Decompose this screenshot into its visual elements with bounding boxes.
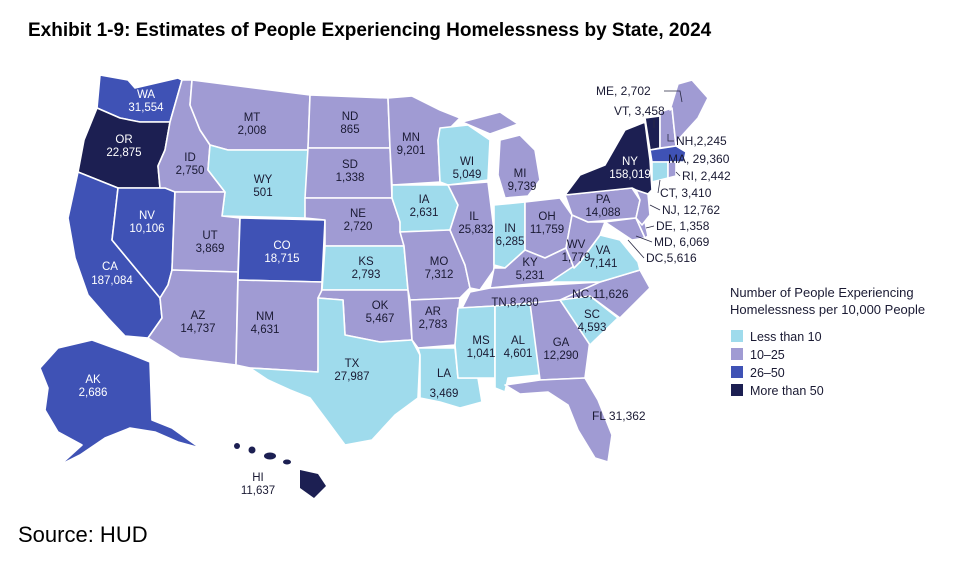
label-AR: AR 2,783	[419, 306, 448, 331]
label-WV: WV 1,779	[562, 239, 591, 264]
callout-DE: DE, 1,358	[656, 219, 710, 233]
callout-MD: MD, 6,069	[654, 235, 710, 249]
label-WY: WY 501	[253, 174, 272, 199]
state-NJ	[635, 189, 651, 226]
legend-label: More than 50	[750, 384, 824, 398]
legend-swatch	[731, 348, 743, 360]
legend-label: Less than 10	[750, 330, 822, 344]
label-WA: WA 31,554	[128, 89, 164, 114]
label-GA: GA 12,290	[543, 337, 578, 362]
state-AR	[409, 297, 461, 349]
label-CO: CO 18,715	[264, 240, 299, 265]
label-MS: MS 1,041	[467, 335, 496, 360]
legend-swatch	[731, 384, 743, 396]
label-MN: MN 9,201	[397, 132, 426, 157]
legend-label: 10–25	[750, 348, 785, 362]
label-IN: IN 6,285	[496, 223, 525, 248]
label-IA: IA 2,631	[410, 194, 439, 219]
label-AK: AK 2,686	[79, 374, 108, 399]
leader-CT	[657, 179, 661, 194]
state-KS	[321, 245, 409, 291]
state-AK	[39, 339, 201, 466]
label-KS: KS 2,793	[352, 256, 381, 281]
callout-RI: RI, 2,442	[682, 169, 731, 183]
label-AL: AL 4,601	[504, 335, 533, 360]
callout-VT: VT, 3,458	[614, 104, 665, 118]
leader-NJ	[649, 204, 661, 211]
label-OR: OR 22,875	[106, 134, 141, 159]
label-FL: FL 31,362	[592, 409, 646, 423]
label-MO: MO 7,312	[425, 256, 454, 281]
label-OK: OK 5,467	[366, 300, 395, 325]
legend-title-line2: Homelessness per 10,000 People	[730, 302, 925, 317]
legend-item-less-than-10: Less than 10	[731, 330, 822, 344]
label-UT: UT 3,869	[196, 230, 225, 255]
label-TN: TN,8,280	[491, 297, 538, 309]
legend-item-more-than-50: More than 50	[731, 384, 824, 398]
label-ND: ND 865	[340, 111, 359, 136]
state-WI	[437, 124, 491, 186]
state-MA	[649, 145, 687, 163]
leader-NH	[667, 134, 674, 142]
state-HI	[234, 443, 326, 498]
source-note: Source: HUD	[18, 522, 148, 547]
label-ID: ID 2,750	[176, 152, 205, 177]
leader-ME	[664, 90, 683, 103]
exhibit-title: Exhibit 1-9: Estimates of People Experie…	[28, 20, 712, 41]
legend-swatch	[731, 366, 743, 378]
legend-item-10-25: 10–25	[731, 348, 785, 362]
state-MI-up	[461, 111, 519, 135]
label-IL: IL 25,832	[458, 211, 493, 236]
label-MI: MI 9,739	[508, 168, 537, 193]
label-SC: SC 4,593	[578, 309, 607, 334]
state-ME	[669, 79, 709, 147]
label-NY: NY 158,019	[609, 156, 651, 181]
state-IL	[447, 181, 495, 291]
legend-item-26-50: 26–50	[731, 366, 785, 380]
label-PA: PA 14,088	[585, 194, 620, 219]
label-LA: LA 3,469	[430, 368, 459, 400]
state-MD	[604, 217, 646, 241]
legend-swatch	[731, 330, 743, 342]
state-NY	[564, 121, 653, 196]
leader-DC	[627, 239, 645, 259]
leader-MD	[635, 235, 653, 243]
label-NV: NV 10,106	[129, 210, 164, 235]
state-FL	[504, 377, 613, 463]
leader-DE	[645, 225, 655, 229]
state-CT	[651, 161, 669, 183]
label-AZ: AZ 14,737	[180, 310, 215, 335]
label-NM: NM 4,631	[251, 311, 280, 336]
leader-RI	[675, 171, 681, 177]
callout-CT: CT, 3,410	[660, 186, 712, 200]
callout-DC: DC,5,616	[646, 251, 697, 265]
label-CA: CA 187,084	[91, 261, 133, 287]
callout-NJ: NJ, 12,762	[662, 203, 720, 217]
label-MT: MT 2,008	[238, 112, 267, 137]
callout-ME: ME, 2,702	[596, 84, 651, 98]
legend-label: 26–50	[750, 366, 785, 380]
label-NC: NC,11,626	[572, 287, 629, 301]
label-NE: NE 2,720	[344, 208, 373, 233]
label-VA: VA 7,141	[589, 245, 618, 270]
label-KY: KY 5,231	[516, 257, 545, 282]
state-RI	[667, 161, 677, 179]
callout-NH: NH,2,245	[676, 134, 727, 148]
label-HI: HI 11,637	[241, 472, 275, 497]
legend: Number of People Experiencing Homelessne…	[730, 285, 925, 398]
label-SD: SD 1,338	[336, 159, 365, 184]
label-TX: TX 27,987	[334, 358, 369, 383]
legend-title-line1: Number of People Experiencing	[730, 285, 914, 300]
label-OH: OH 11,759	[530, 211, 564, 236]
state-MI	[497, 134, 541, 199]
callout-MA: MA, 29,360	[668, 152, 730, 166]
us-homelessness-map: WA 31,554 OR 22,875 CA 187,084 NV 10,106 ID 2…	[39, 74, 925, 498]
label-WI: WI 5,049	[453, 156, 482, 181]
state-TX	[249, 297, 421, 446]
